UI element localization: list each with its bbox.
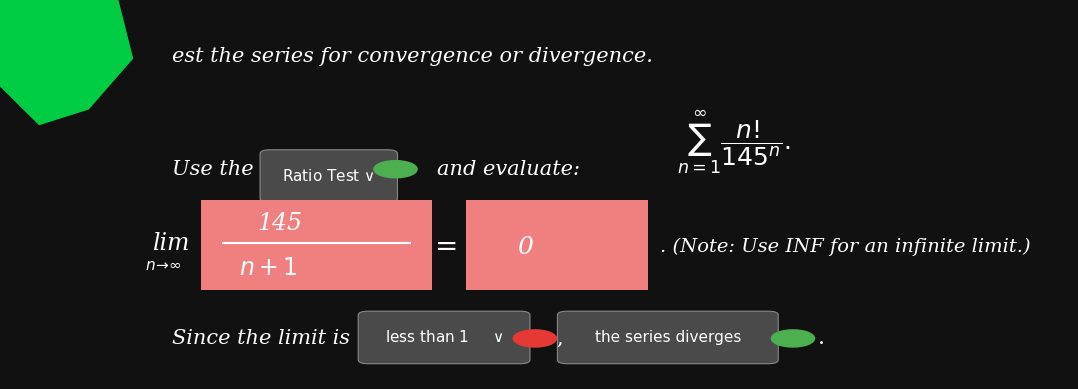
- Text: less than 1     $\vee$: less than 1 $\vee$: [385, 329, 503, 345]
- Text: ,: ,: [556, 329, 563, 348]
- Text: .: .: [817, 328, 825, 349]
- Circle shape: [374, 161, 417, 178]
- Text: 0: 0: [517, 235, 533, 259]
- Text: and evaluate:: and evaluate:: [437, 160, 580, 179]
- Text: Since the limit is: Since the limit is: [171, 329, 349, 348]
- Text: ✓: ✓: [787, 332, 799, 346]
- Text: the series diverges: the series diverges: [595, 330, 741, 345]
- Text: 145: 145: [258, 212, 302, 235]
- Text: $\sum_{n=1}^{\infty} \dfrac{n!}{145^n}.$: $\sum_{n=1}^{\infty} \dfrac{n!}{145^n}.$: [677, 109, 791, 176]
- Polygon shape: [0, 0, 133, 124]
- Circle shape: [772, 330, 815, 347]
- Text: Ratio Test $\vee$: Ratio Test $\vee$: [282, 168, 375, 184]
- Text: . (Note: Use INF for an infinite limit.): . (Note: Use INF for an infinite limit.): [660, 238, 1031, 256]
- FancyBboxPatch shape: [358, 311, 530, 364]
- Text: ✕: ✕: [529, 331, 541, 345]
- FancyBboxPatch shape: [466, 200, 648, 290]
- Text: est the series for convergence or divergence.: est the series for convergence or diverg…: [171, 47, 652, 66]
- FancyBboxPatch shape: [202, 200, 432, 290]
- Text: $n+1$: $n+1$: [238, 257, 298, 280]
- Text: ✓: ✓: [389, 163, 401, 177]
- Text: lim: lim: [152, 231, 190, 255]
- FancyBboxPatch shape: [260, 150, 398, 202]
- FancyBboxPatch shape: [557, 311, 778, 364]
- Text: =: =: [434, 233, 458, 261]
- Circle shape: [513, 330, 556, 347]
- Text: Use the: Use the: [171, 160, 253, 179]
- Text: $n\!\to\!\infty$: $n\!\to\!\infty$: [146, 259, 182, 273]
